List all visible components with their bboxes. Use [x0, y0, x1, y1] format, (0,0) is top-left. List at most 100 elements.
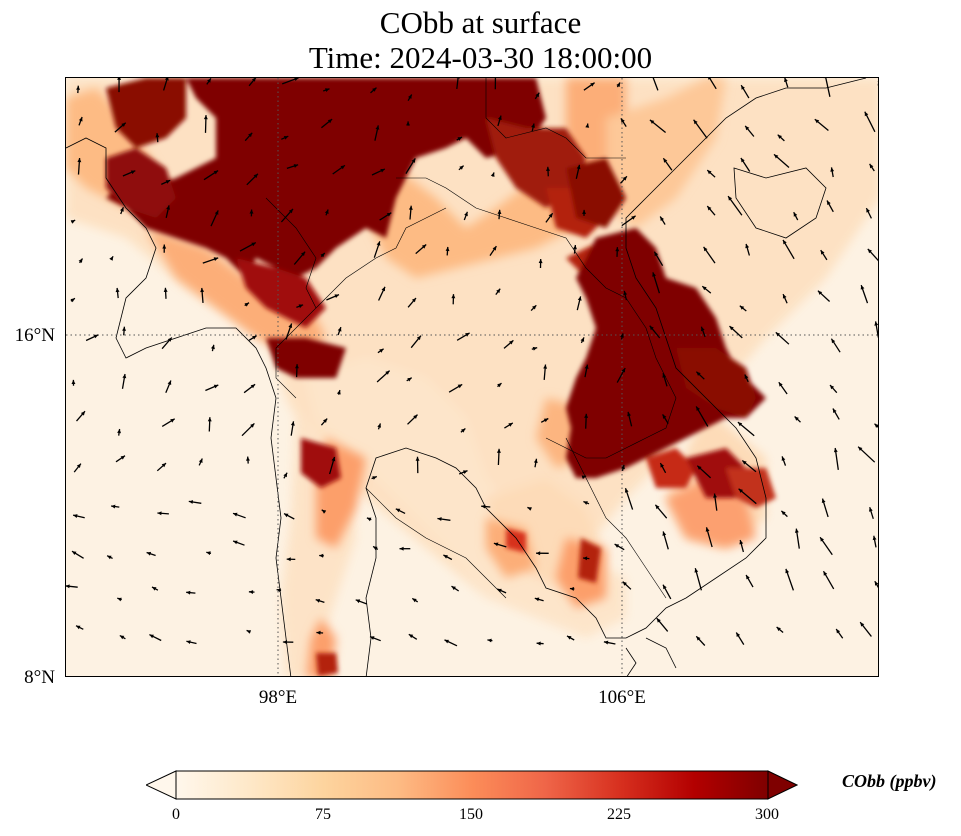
concentration-field-high	[106, 78, 776, 676]
wind-vector-head	[627, 411, 631, 417]
wind-vector-head	[620, 333, 624, 338]
wind-vector-head	[77, 158, 82, 163]
wind-vector-head	[533, 458, 538, 464]
wind-vector-head	[631, 215, 636, 220]
wind-vector-head	[120, 455, 125, 460]
wind-vector-head	[830, 167, 835, 172]
wind-vector-head	[250, 384, 256, 389]
wind-vector-head	[244, 302, 249, 307]
wind-vector-head	[783, 239, 787, 245]
wind-vector-head	[497, 209, 502, 214]
wind-vector-head	[355, 599, 361, 604]
wind-vector-head	[406, 121, 410, 126]
wind-vector-head	[121, 122, 126, 127]
wind-vector-head	[377, 423, 381, 428]
wind-vector-head	[864, 111, 869, 117]
concentration-field-low	[66, 78, 878, 676]
wind-vector-head	[122, 374, 127, 379]
wind-vector-head	[590, 82, 595, 87]
wind-vector-head	[415, 456, 420, 461]
wind-vector-head	[820, 537, 824, 542]
wind-vector-head	[167, 337, 172, 342]
wind-vector-head	[652, 272, 656, 277]
wind-vector-head	[370, 636, 375, 640]
wind-vector-head	[498, 115, 502, 120]
wind-vector-head	[776, 627, 781, 632]
wind-vector-head	[451, 294, 456, 299]
wind-vector-head	[233, 512, 238, 517]
wind-vector-head	[331, 456, 336, 462]
wind-vector-head	[746, 575, 750, 580]
colorbar-tick-75: 75	[315, 806, 331, 823]
wind-vector-head	[464, 211, 468, 217]
wind-vector-head	[161, 463, 166, 468]
wind-vector-head	[701, 326, 705, 332]
colorbar-tick-300: 300	[755, 806, 779, 823]
wind-vector-head	[830, 385, 835, 390]
wind-vector-head	[745, 125, 750, 131]
wind-vector-head	[248, 132, 253, 138]
wind-vector-head	[481, 504, 486, 509]
wind-vector-head	[376, 241, 381, 246]
wind-vector-head	[337, 327, 342, 332]
wind-vector-head	[70, 220, 76, 224]
wind-vector-head	[76, 625, 81, 630]
wind-vector-head	[584, 364, 589, 369]
wind-vector-head	[249, 209, 254, 214]
wind-vector-head	[407, 377, 412, 382]
wind-vector-head	[832, 408, 837, 413]
wind-vector-head	[385, 370, 390, 375]
wind-vector-head	[115, 287, 120, 293]
wind-vector-head	[585, 123, 590, 128]
wind-vector-head	[206, 551, 211, 556]
wind-vector-head	[742, 460, 747, 465]
wind-vector-head	[451, 586, 456, 591]
wind-vector-head	[456, 78, 460, 79]
wind-vector-head	[581, 475, 587, 480]
wind-vector-head	[614, 544, 620, 548]
wind-vector-head	[366, 517, 372, 522]
wind-vector-head	[576, 164, 581, 170]
wind-vector-head	[603, 640, 609, 645]
wind-vector-head	[662, 414, 667, 419]
wind-vector-head	[411, 158, 416, 163]
wind-vector-head	[492, 246, 497, 251]
wind-vector-head	[117, 78, 122, 80]
wind-vector-head	[463, 470, 468, 474]
wind-vector-head	[117, 429, 121, 434]
wind-vector-head	[836, 629, 841, 634]
wind-vector-head	[874, 581, 878, 586]
wind-vector-head	[80, 411, 85, 416]
wind-vector-head	[532, 346, 538, 351]
wind-vector-head	[793, 212, 798, 217]
wind-vector-head	[320, 253, 325, 258]
wind-vector-head	[283, 472, 288, 478]
wind-vector-head	[76, 85, 80, 90]
wind-vector-head	[693, 119, 698, 125]
wind-vector-head	[702, 286, 707, 291]
wind-vector-head	[573, 245, 577, 250]
wind-vector-head	[775, 332, 781, 337]
wind-vector-head	[188, 500, 194, 504]
wind-vector-head	[437, 517, 442, 521]
wind-vector-head	[373, 546, 378, 551]
wind-vector-head	[288, 208, 293, 214]
wind-vector-head	[708, 78, 712, 80]
wind-vector-head	[827, 200, 831, 205]
wind-vector-head	[622, 581, 627, 586]
wind-vector-head	[465, 332, 470, 337]
wind-vector-head	[536, 641, 541, 646]
wind-vector-head	[740, 158, 745, 163]
wind-vector-head	[713, 493, 717, 498]
wind-vector-head	[146, 551, 152, 556]
wind-vector-head	[167, 380, 172, 385]
wind-vector-head	[379, 348, 384, 353]
wind-vector-head	[496, 288, 501, 294]
wind-vector-head	[580, 337, 585, 342]
wind-vector-head	[315, 599, 321, 603]
gridlines	[66, 78, 878, 676]
wind-vector-head	[298, 304, 304, 309]
wind-vector-head	[381, 286, 385, 292]
wind-vector-head	[821, 498, 826, 503]
wind-vector-head	[867, 248, 872, 254]
